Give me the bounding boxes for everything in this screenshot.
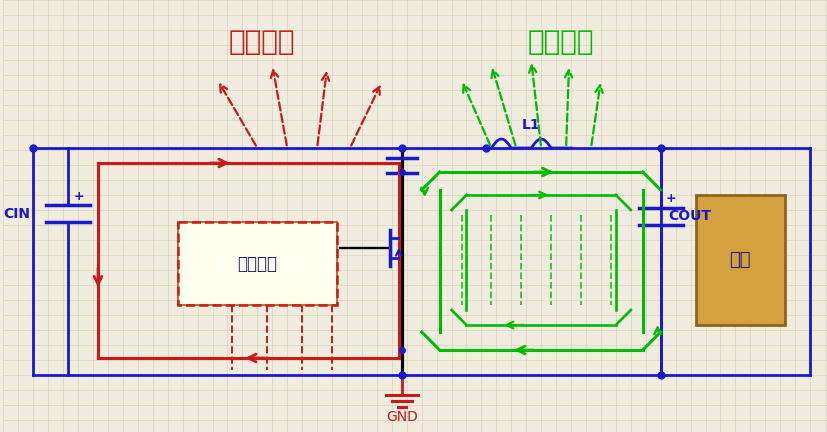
Text: COUT: COUT [669,210,712,223]
Bar [178,222,337,305]
Text: 输入环路: 输入环路 [229,28,295,56]
Text: +: + [666,193,676,206]
Text: +: + [73,190,84,203]
Bar [696,195,785,325]
Text: 负载: 负载 [729,251,751,269]
Text: CIN: CIN [2,206,30,220]
Text: 输出环路: 输出环路 [528,28,595,56]
Bar [178,222,337,305]
Text: 控制电路: 控制电路 [237,254,277,273]
Text: L1: L1 [522,118,541,132]
Text: GND: GND [386,410,418,424]
